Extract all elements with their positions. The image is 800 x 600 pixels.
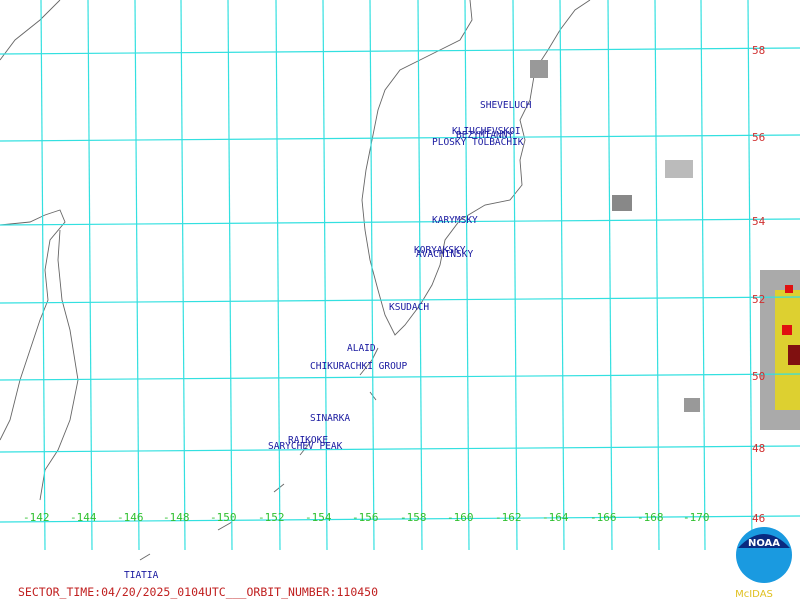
lon-label: -144 xyxy=(70,511,97,524)
lon-label: -160 xyxy=(447,511,474,524)
volcano-label: ALAID xyxy=(347,343,376,354)
volcano-label: SARYCHEV PEAK xyxy=(268,441,343,452)
lon-label: -154 xyxy=(305,511,332,524)
lon-label: -164 xyxy=(542,511,569,524)
cloud xyxy=(788,345,800,365)
lat-label: 46 xyxy=(752,512,765,525)
meridian xyxy=(512,0,518,551)
okhotsk-coast xyxy=(0,0,61,61)
meridian xyxy=(180,0,186,551)
volcano-label: SHEVELUCH xyxy=(480,100,532,111)
meridian xyxy=(275,0,281,551)
meridian xyxy=(87,0,93,551)
parallel xyxy=(0,218,800,226)
labels: 58 56 54 52 50 48 46 -142 -144 -146 -148 -150 -152 -1… xyxy=(23,44,766,581)
graticule xyxy=(0,0,800,551)
sakhalin-coast xyxy=(0,209,79,501)
parallel xyxy=(0,296,800,304)
logo-agency: NOAA xyxy=(748,538,780,549)
meridian xyxy=(700,0,706,551)
meridian xyxy=(134,0,140,551)
lat-label: 48 xyxy=(752,442,765,455)
meridian xyxy=(747,0,753,551)
volcano-label: KARYMSKY xyxy=(432,215,478,226)
parallel xyxy=(0,47,800,55)
volcano-label: TIATIA xyxy=(124,570,159,581)
lon-label: -170 xyxy=(683,511,710,524)
lon-label: -146 xyxy=(117,511,144,524)
cloud xyxy=(612,195,632,211)
parallel xyxy=(0,515,800,523)
cloud xyxy=(530,60,548,78)
lon-label: -156 xyxy=(352,511,379,524)
cloud xyxy=(665,160,693,178)
meridian xyxy=(369,0,375,551)
kuril-islands xyxy=(139,347,379,561)
parallel xyxy=(0,445,800,453)
lon-label: -158 xyxy=(400,511,427,524)
volcano-label: BEZYMIANNY xyxy=(456,130,513,141)
logo-bird xyxy=(738,534,790,548)
lat-label: 50 xyxy=(752,370,765,383)
volcano-label: KSUDACH xyxy=(389,302,429,313)
volcano-label: PLOSKY TOLBACHIK xyxy=(432,137,524,148)
parallel xyxy=(0,134,800,142)
meridian xyxy=(559,0,565,551)
lon-label: -150 xyxy=(210,511,237,524)
meridian xyxy=(322,0,328,551)
lon-label: -162 xyxy=(495,511,522,524)
volcano-label: AVACHINSKY xyxy=(416,249,473,260)
lon-label: -166 xyxy=(590,511,617,524)
lat-label: 54 xyxy=(752,215,766,228)
lat-label: 56 xyxy=(752,131,765,144)
parallel xyxy=(0,373,800,381)
logo-system: McIDAS xyxy=(735,589,773,600)
volcano-label: RAIKOKE xyxy=(288,435,328,446)
volcano-label: KLIUCHEVSKOI xyxy=(452,126,521,137)
meridian xyxy=(654,0,660,551)
meridian xyxy=(607,0,613,551)
lon-label: -148 xyxy=(163,511,190,524)
meridian xyxy=(417,0,423,551)
meridian xyxy=(40,0,46,551)
lon-label: -152 xyxy=(258,511,285,524)
noaa-logo: NOAA McIDAS xyxy=(735,527,792,600)
lat-label: 58 xyxy=(752,44,765,57)
footer: SECTOR_TIME:04/20/2025_0104UTC___ORBIT_N… xyxy=(18,585,378,599)
lat-label: 52 xyxy=(752,293,765,306)
meridian xyxy=(227,0,233,551)
volcano-label: KORYAKSKY xyxy=(414,245,466,256)
lon-label: -142 xyxy=(23,511,50,524)
cloud xyxy=(684,398,700,412)
volcano-label: SINARKA xyxy=(310,413,350,424)
cloud xyxy=(782,325,792,335)
cloud xyxy=(785,285,793,293)
volcano-label: CHIKURACHKI GROUP xyxy=(310,361,408,372)
meridian xyxy=(464,0,470,551)
lon-label: -168 xyxy=(637,511,664,524)
